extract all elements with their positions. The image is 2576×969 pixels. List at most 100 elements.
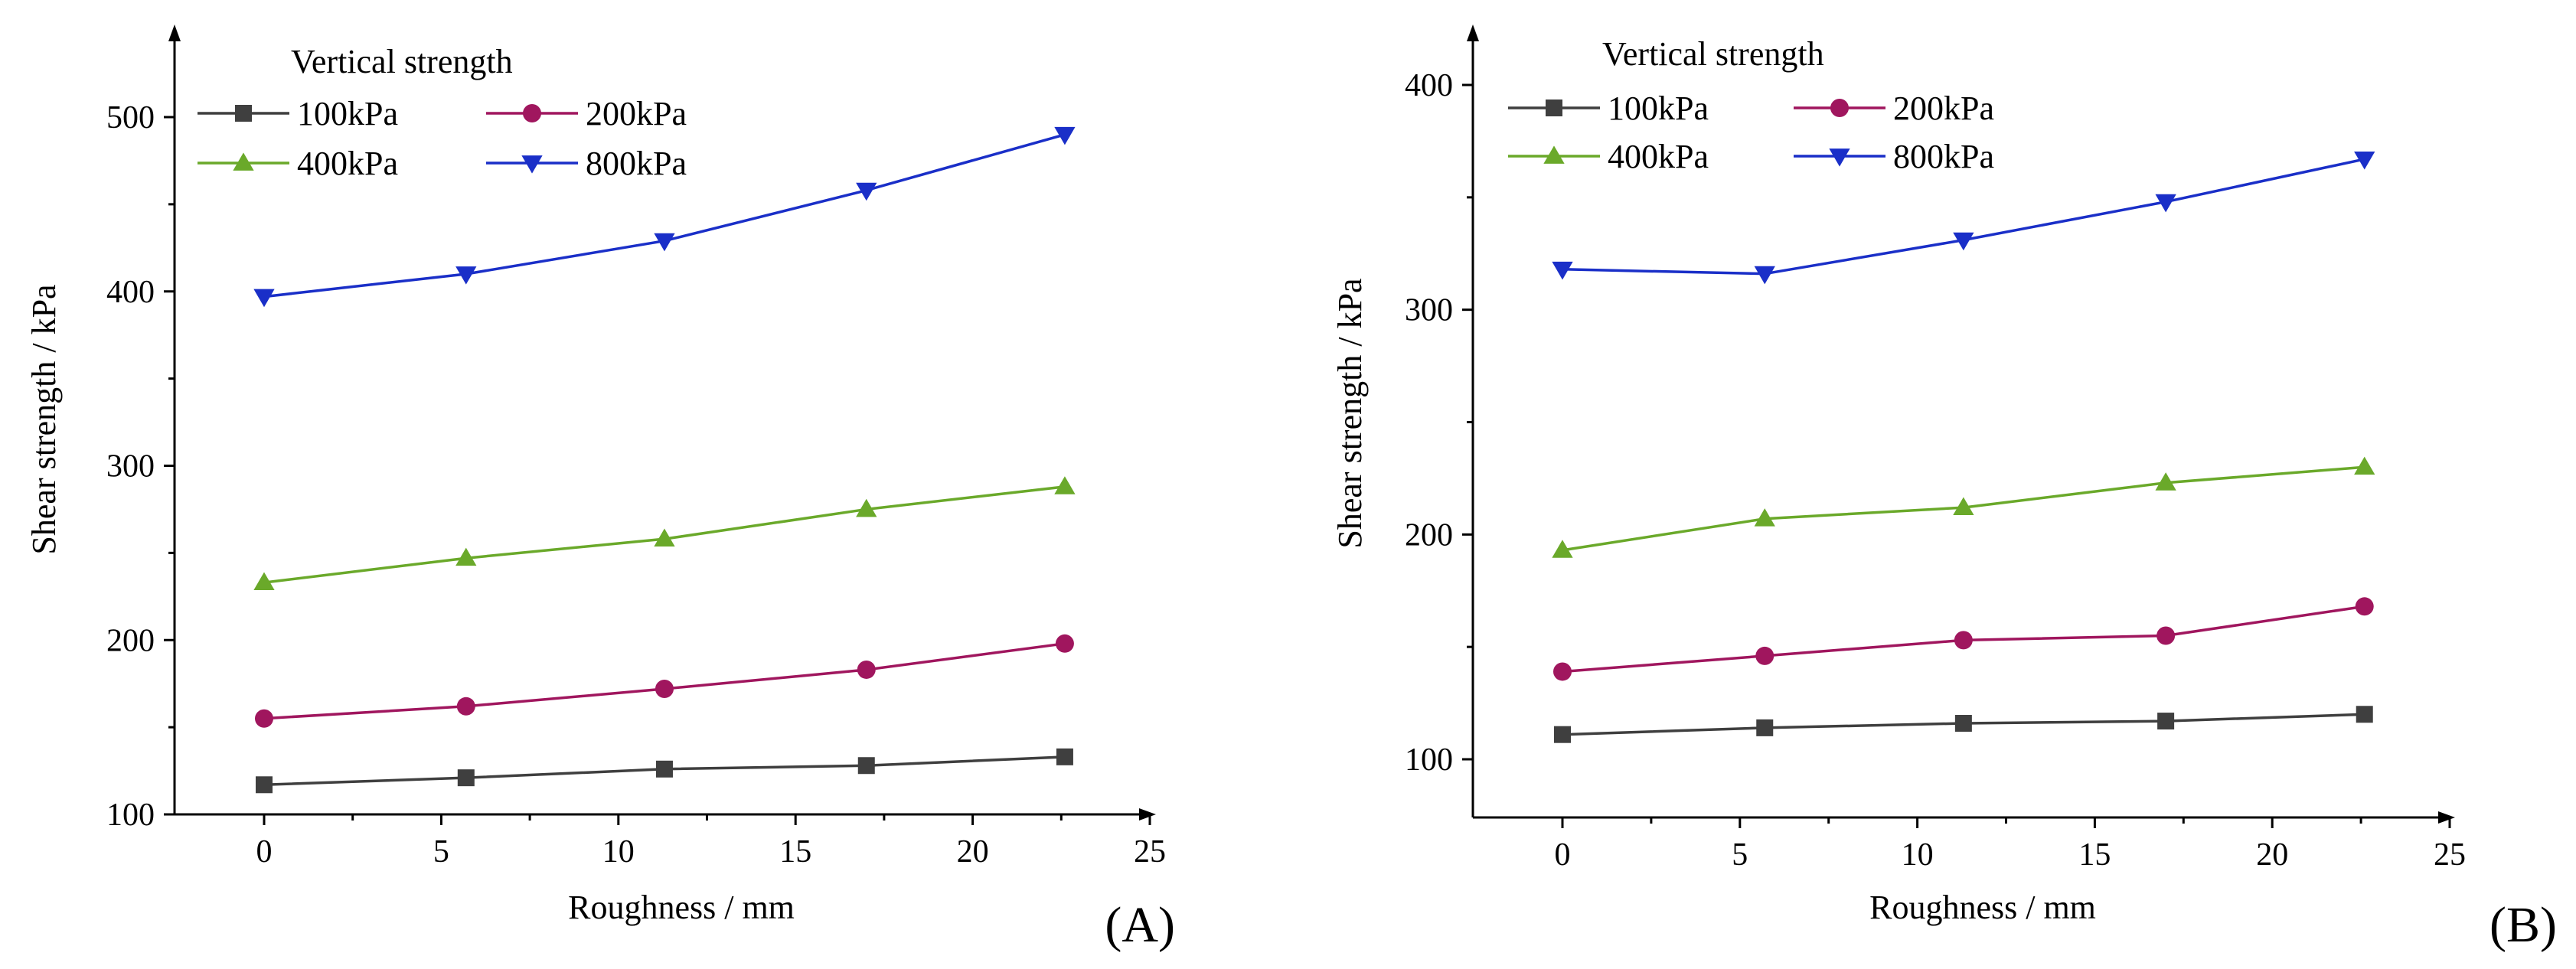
legend-title: Vertical strength <box>1602 35 1824 73</box>
data-point <box>2355 597 2374 616</box>
legend-label: 400kPa <box>1608 138 1709 175</box>
legend-label: 200kPa <box>1893 90 1994 127</box>
x-tick-label: 0 <box>256 834 273 869</box>
legend-label: 100kPa <box>1608 90 1709 127</box>
data-point <box>1553 662 1572 681</box>
data-point <box>857 757 875 775</box>
chart-panel-a: 100 200 300 400 500 0 5 10 15 20 25 Roughness / mm S… <box>25 24 1175 953</box>
x-tick-label: 0 <box>1555 837 1571 873</box>
y-tick-label: 100 <box>106 798 155 833</box>
y-tick-label: 300 <box>106 449 155 484</box>
series-200kPa <box>1553 597 2374 681</box>
data-point <box>1754 508 1775 527</box>
y-tick-label: 500 <box>106 100 155 135</box>
x-tick-label: 15 <box>2078 837 2111 873</box>
x-axis-arrow <box>1139 808 1156 821</box>
data-point <box>1554 726 1571 743</box>
data-point <box>2156 626 2176 645</box>
data-point <box>857 660 876 679</box>
x-tick-label: 5 <box>433 834 449 869</box>
y-tick-label: 100 <box>1405 742 1453 778</box>
x-tick-label: 15 <box>779 834 811 869</box>
data-point <box>1552 540 1573 558</box>
legend-label: 800kPa <box>586 145 687 182</box>
data-point <box>1756 719 1774 736</box>
data-point <box>2354 152 2375 170</box>
series-100kPa <box>1554 706 2373 743</box>
x-axis-arrow <box>2438 811 2455 824</box>
legend-label: 800kPa <box>1893 138 1994 175</box>
data-point <box>1954 715 1972 732</box>
y-tick-label: 400 <box>1405 68 1453 103</box>
legend-title: Vertical strength <box>291 43 513 80</box>
series-line <box>1562 158 2365 276</box>
data-point <box>856 182 877 201</box>
y-tick-label: 400 <box>106 275 155 310</box>
x-tick-label: 10 <box>1902 837 1934 873</box>
legend-label: 400kPa <box>297 145 398 182</box>
data-point <box>255 709 273 728</box>
legend: Vertical strength 100kPa 200kPa 400kPa 800kP… <box>198 43 687 182</box>
y-axis-arrow <box>1467 24 1479 41</box>
data-point <box>2155 472 2176 491</box>
panel-label: (A) <box>1105 897 1175 953</box>
legend-item-400kPa: 400kPa <box>1508 138 1709 175</box>
y-axis-title: Shear strength / kPa <box>1331 278 1369 548</box>
data-point <box>2157 713 2175 730</box>
legend-swatch-marker <box>1543 145 1565 164</box>
legend-swatch-marker <box>1546 100 1562 116</box>
y-axis-arrow <box>168 24 181 41</box>
data-point <box>253 572 275 590</box>
data-point <box>856 498 877 517</box>
data-point <box>1054 126 1076 145</box>
data-point <box>654 528 675 547</box>
data-point <box>2354 456 2375 475</box>
series-400kPa <box>253 476 1076 590</box>
data-point <box>655 760 673 778</box>
legend-item-400kPa: 400kPa <box>198 145 398 182</box>
y-tick-label: 200 <box>1405 517 1453 553</box>
legend: Vertical strength 100kPa 200kPa 400kPa 800kP… <box>1508 35 1994 175</box>
series-200kPa <box>255 634 1074 728</box>
x-tick-label: 20 <box>957 834 989 869</box>
y-axis-title: Shear strength / kPa <box>25 284 63 554</box>
data-point <box>456 697 475 716</box>
data-point <box>256 776 273 794</box>
legend-item-800kPa: 800kPa <box>1794 138 1994 175</box>
data-point <box>1755 646 1774 665</box>
data-point <box>1056 748 1073 765</box>
series-800kPa <box>1552 152 2375 285</box>
data-point <box>2155 194 2176 213</box>
data-point <box>253 289 275 308</box>
data-point <box>1954 631 1973 650</box>
y-tick-label: 200 <box>106 623 155 658</box>
data-point <box>1754 266 1775 285</box>
legend-label: 100kPa <box>297 95 398 132</box>
legend-label: 200kPa <box>586 95 687 132</box>
data-point <box>1552 261 1573 280</box>
legend-swatch-marker <box>1829 148 1850 167</box>
x-tick-label: 25 <box>1134 834 1166 869</box>
legend-swatch-marker <box>1830 99 1849 117</box>
x-tick-label: 20 <box>2256 837 2288 873</box>
legend-swatch-marker <box>233 152 254 171</box>
data-point <box>1953 497 1974 515</box>
legend-swatch-marker <box>523 104 541 122</box>
data-point <box>1055 634 1074 653</box>
legend-item-100kPa: 100kPa <box>198 95 398 132</box>
series-800kPa <box>253 126 1076 308</box>
data-point <box>455 266 477 285</box>
panel-label: (B) <box>2489 897 2557 953</box>
legend-item-200kPa: 200kPa <box>486 95 687 132</box>
data-point <box>1953 232 1974 251</box>
x-axis-title: Roughness / mm <box>1869 889 2096 926</box>
x-axis-title: Roughness / mm <box>568 889 795 926</box>
x-tick-label: 5 <box>1732 837 1748 873</box>
x-tick-label: 25 <box>2434 837 2466 873</box>
data-point <box>2356 706 2373 723</box>
data-point <box>457 769 475 787</box>
legend-item-800kPa: 800kPa <box>486 145 687 182</box>
y-tick-label: 300 <box>1405 293 1453 328</box>
data-point <box>1054 476 1076 494</box>
x-tick-label: 10 <box>602 834 635 869</box>
